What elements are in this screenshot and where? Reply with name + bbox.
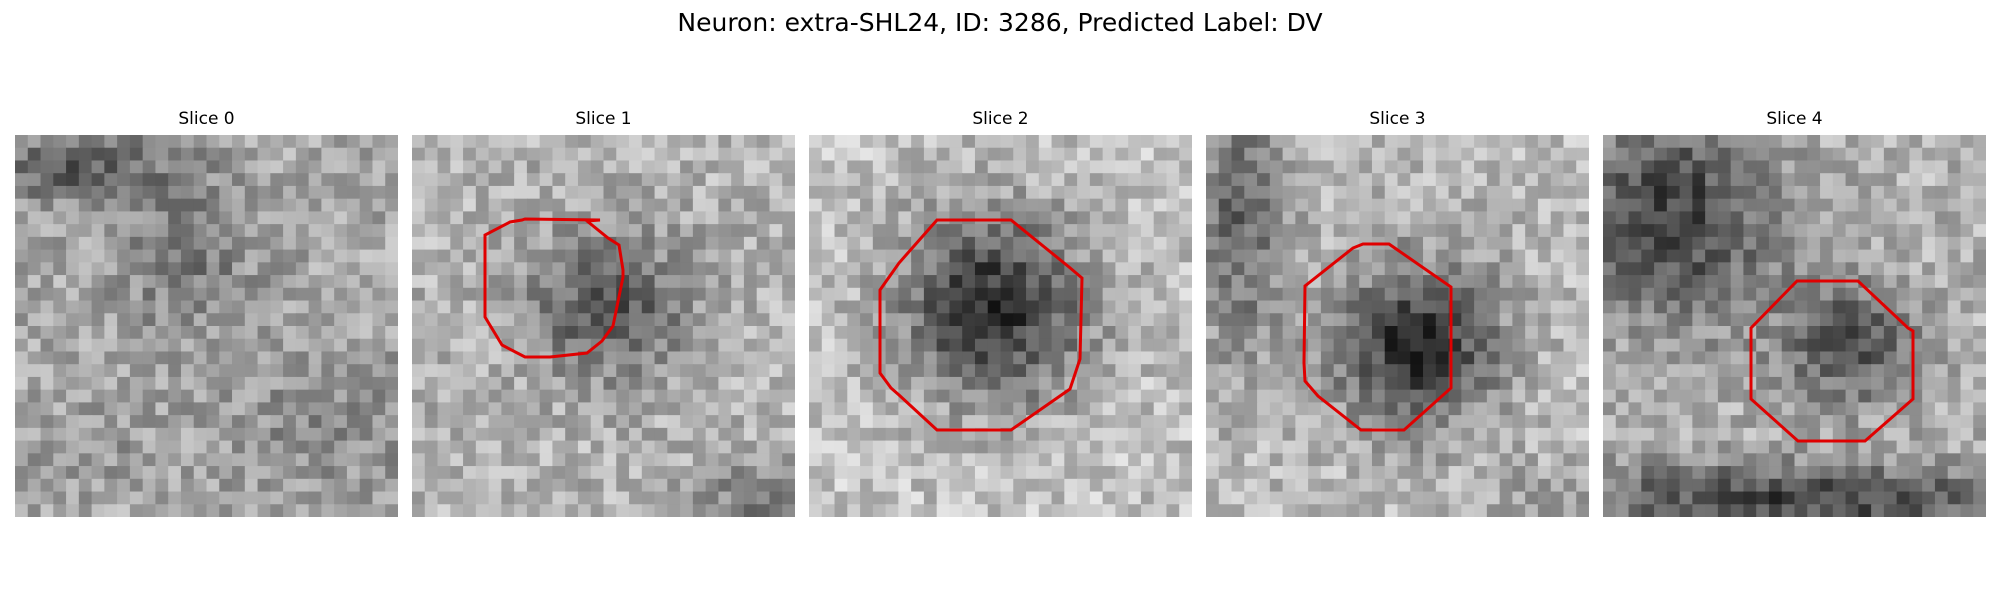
soma-outline xyxy=(878,218,1084,432)
slice-4-title: Slice 4 xyxy=(1766,109,1823,129)
slice-0-image xyxy=(15,135,398,517)
soma-outline xyxy=(1749,279,1915,443)
slice-4-image xyxy=(1603,135,1986,517)
slice-1-image xyxy=(412,135,795,517)
slice-3-title: Slice 3 xyxy=(1369,109,1426,129)
slice-3-image xyxy=(1206,135,1589,517)
slice-2-image xyxy=(809,135,1192,517)
soma-outline xyxy=(483,217,625,359)
soma-outline xyxy=(1302,242,1453,432)
slice-2-title: Slice 2 xyxy=(972,109,1029,129)
figure-title: Neuron: extra-SHL24, ID: 3286, Predicted… xyxy=(677,8,1323,37)
slice-1-title: Slice 1 xyxy=(575,109,632,129)
slice-0-title: Slice 0 xyxy=(178,109,235,129)
